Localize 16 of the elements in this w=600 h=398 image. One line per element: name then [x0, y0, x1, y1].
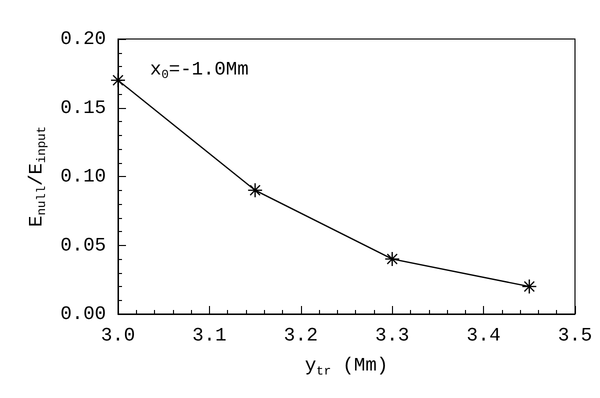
point [522, 278, 537, 294]
x-tick-label: 3.3 [375, 324, 410, 346]
x-tick-label: 3.1 [192, 324, 227, 346]
x-tick-label: 3.5 [558, 324, 592, 346]
y-tick-label: 0.05 [60, 234, 106, 256]
x-tick-label: 3.4 [466, 324, 501, 346]
point [384, 251, 400, 267]
y-tick-label: 0.20 [60, 28, 106, 50]
y-tick-label: 0.15 [60, 96, 106, 119]
y-axis-title: Enull/Einput [25, 126, 49, 227]
y-tick-label: 0.10 [60, 166, 106, 188]
y-tick-label: 0.00 [60, 303, 106, 325]
point [110, 72, 126, 88]
point [247, 182, 263, 198]
x-tick-label: 3.0 [100, 324, 136, 346]
x-tick-label: 3.2 [284, 324, 318, 346]
